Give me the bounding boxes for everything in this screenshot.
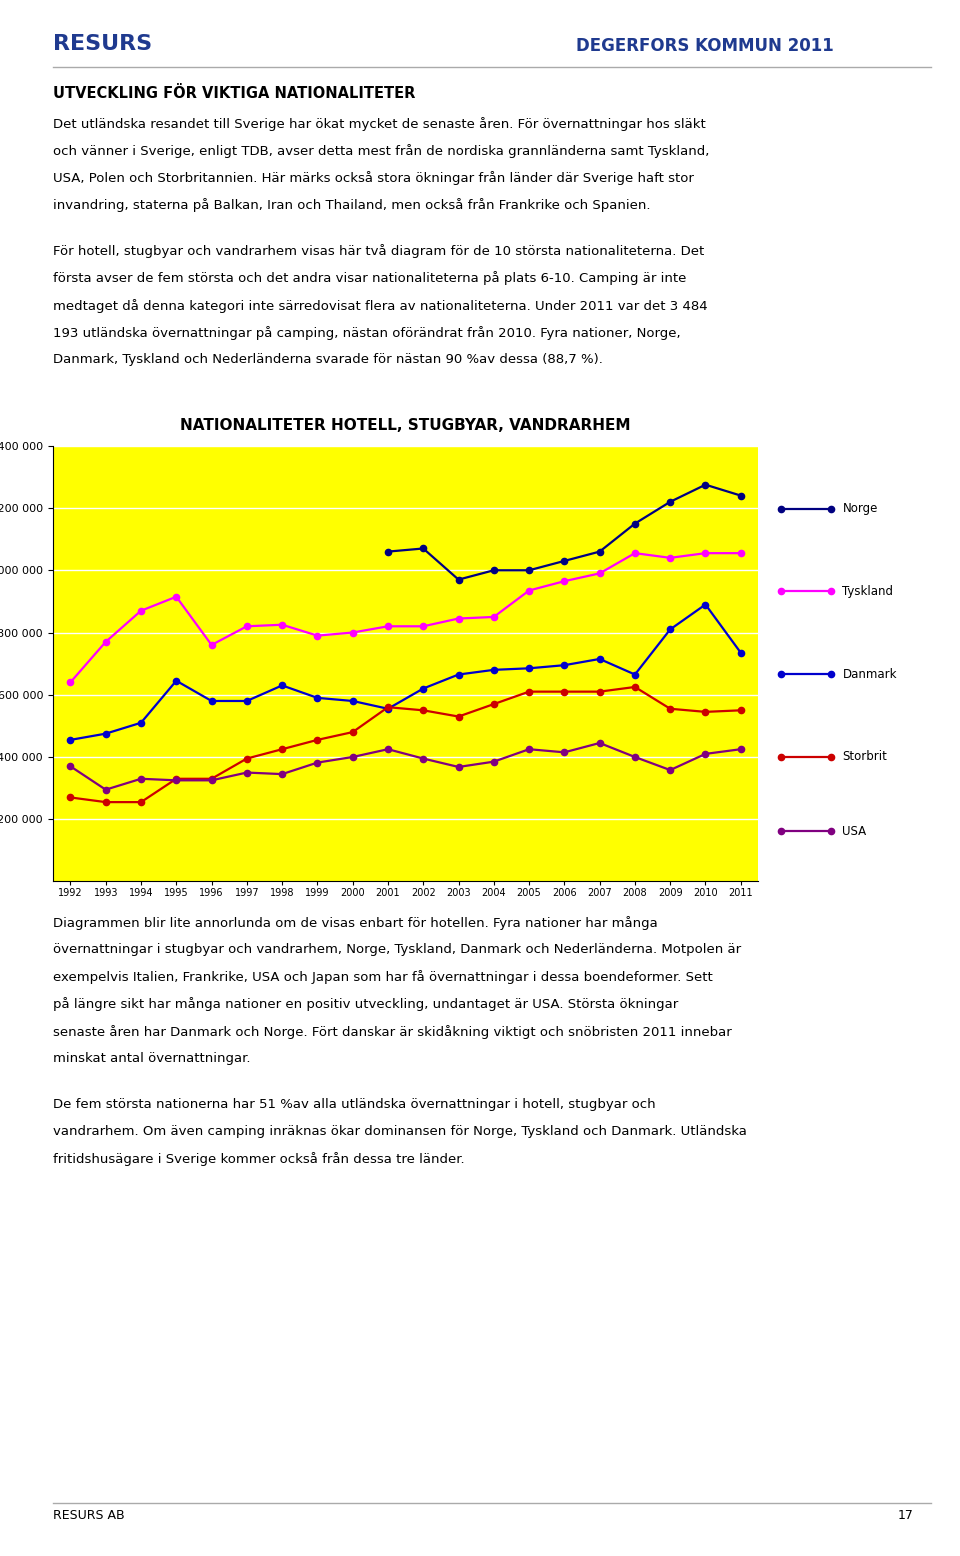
Text: NATIONALITETER HOTELL, STUGBYAR, VANDRARHEM: NATIONALITETER HOTELL, STUGBYAR, VANDRAR… (180, 419, 631, 433)
Text: Norge: Norge (843, 503, 877, 515)
Text: exempelvis Italien, Frankrike, USA och Japan som har få övernattningar i dessa b: exempelvis Italien, Frankrike, USA och J… (53, 969, 712, 983)
Text: Tyskland: Tyskland (843, 585, 894, 598)
Text: USA: USA (843, 825, 867, 837)
Text: på längre sikt har många nationer en positiv utveckling, undantaget är USA. Stör: på längre sikt har många nationer en pos… (53, 997, 678, 1011)
Text: Det utländska resandet till Sverige har ökat mycket de senaste åren. För övernat: Det utländska resandet till Sverige har … (53, 117, 706, 131)
Text: invandring, staterna på Balkan, Iran och Thailand, men också från Frankrike och : invandring, staterna på Balkan, Iran och… (53, 198, 650, 212)
Text: och vänner i Sverige, enligt TDB, avser detta mest från de nordiska grannländern: och vänner i Sverige, enligt TDB, avser … (53, 145, 709, 157)
Text: Storbrit: Storbrit (843, 750, 887, 764)
Text: UTVECKLING FÖR VIKTIGA NATIONALITETER: UTVECKLING FÖR VIKTIGA NATIONALITETER (53, 86, 415, 101)
Text: första avser de fem största och det andra visar nationaliteterna på plats 6-10. : första avser de fem största och det andr… (53, 271, 686, 285)
Text: RESURS AB: RESURS AB (53, 1509, 125, 1522)
Text: medtaget då denna kategori inte särredovisat flera av nationaliteterna. Under 20: medtaget då denna kategori inte särredov… (53, 299, 708, 313)
Text: RESURS: RESURS (53, 34, 152, 54)
Text: senaste åren har Danmark och Norge. Fört danskar är skidåkning viktigt och snöbr: senaste åren har Danmark och Norge. Fört… (53, 1024, 732, 1038)
Text: 193 utländska övernattningar på camping, nästan oförändrat från 2010. Fyra natio: 193 utländska övernattningar på camping,… (53, 325, 681, 339)
Text: Diagrammen blir lite annorlunda om de visas enbart för hotellen. Fyra nationer h: Diagrammen blir lite annorlunda om de vi… (53, 915, 658, 929)
Text: övernattningar i stugbyar och vandrarhem, Norge, Tyskland, Danmark och Nederländ: övernattningar i stugbyar och vandrarhem… (53, 943, 741, 955)
Text: DEGERFORS KOMMUN 2011: DEGERFORS KOMMUN 2011 (576, 37, 833, 56)
Text: För hotell, stugbyar och vandrarhem visas här två diagram för de 10 största nati: För hotell, stugbyar och vandrarhem visa… (53, 244, 704, 258)
Text: 17: 17 (898, 1509, 914, 1522)
Text: USA, Polen och Storbritannien. Här märks också stora ökningar från länder där Sv: USA, Polen och Storbritannien. Här märks… (53, 171, 694, 185)
Text: minskat antal övernattningar.: minskat antal övernattningar. (53, 1052, 251, 1064)
Text: Danmark: Danmark (843, 668, 897, 680)
Text: vandrarhem. Om även camping inräknas ökar dominansen för Norge, Tyskland och Dan: vandrarhem. Om även camping inräknas öka… (53, 1125, 747, 1137)
Text: De fem största nationerna har 51 %av alla utländska övernattningar i hotell, stu: De fem största nationerna har 51 %av all… (53, 1099, 656, 1111)
Text: fritidshusägare i Sverige kommer också från dessa tre länder.: fritidshusägare i Sverige kommer också f… (53, 1151, 465, 1165)
Text: Danmark, Tyskland och Nederländerna svarade för nästan 90 %av dessa (88,7 %).: Danmark, Tyskland och Nederländerna svar… (53, 353, 603, 366)
